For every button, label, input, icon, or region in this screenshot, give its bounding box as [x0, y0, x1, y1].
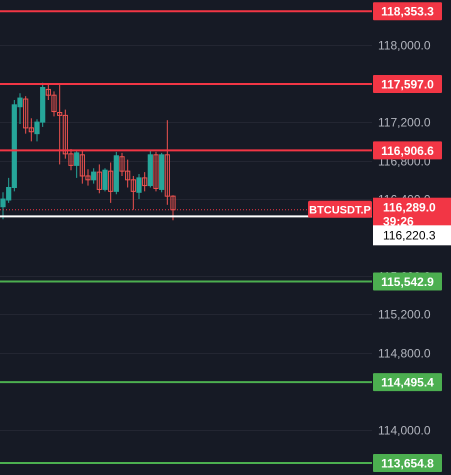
candle-up [34, 121, 40, 135]
price-tick-label: 118,000.0 [378, 39, 431, 53]
candle-up [91, 171, 97, 181]
candle-up [6, 187, 12, 201]
resistance-level-label: 116,906.6 [381, 144, 434, 158]
candle-up [136, 177, 142, 193]
candle-up [74, 152, 80, 166]
candle-down [153, 154, 159, 189]
candle-up [147, 154, 153, 187]
support-level-badge [373, 272, 442, 291]
last-price-badge [373, 197, 451, 230]
candle-down [45, 88, 51, 96]
price-tick-label: 117,200.0 [378, 116, 431, 130]
price-tick-label: 115,200.0 [378, 308, 431, 322]
candle-up [11, 104, 17, 188]
candle-up [40, 87, 46, 123]
candle-down [79, 154, 85, 177]
symbol-badge [308, 200, 372, 218]
resistance-level-label: 118,353.3 [381, 5, 434, 19]
price-tick-label: 114,000.0 [378, 424, 431, 438]
resistance-level-badge [373, 2, 442, 21]
support-level-label: 113,654.8 [381, 457, 434, 471]
candles [0, 82, 176, 221]
symbol-label: BTCUSDT.P [309, 205, 371, 217]
candle-down [164, 154, 170, 197]
candle-down [85, 175, 91, 181]
candle-down [170, 195, 176, 211]
support-level-badge [373, 454, 442, 472]
candle-down [108, 170, 114, 192]
candle-down [62, 114, 68, 155]
candle-down [125, 170, 131, 181]
candle-down [142, 177, 148, 187]
candle-down [51, 94, 57, 113]
support-level-badge [373, 373, 442, 392]
reference-price-label: 116,220.3 [383, 228, 436, 242]
resistance-level-badge [373, 74, 442, 93]
resistance-level-badge [373, 141, 442, 160]
reference-price-badge [373, 225, 451, 246]
candle-up [17, 97, 23, 108]
candle-up [102, 169, 108, 190]
price-tick-label: 114,800.0 [378, 347, 431, 361]
support-level-label: 114,495.4 [381, 376, 434, 390]
candle-down [96, 171, 102, 190]
horizontal-levels[interactable]: 118,353.3 117,597.0 116,906.6 115,542.9 114,… [0, 2, 442, 472]
grid-lines [0, 45, 372, 431]
candle-down [57, 112, 63, 116]
candle-down [119, 156, 125, 172]
candle-up [0, 198, 6, 208]
candle-down [28, 127, 34, 133]
candle-countdown: 39:26 [383, 215, 414, 229]
candle-up [159, 154, 165, 190]
candle-down [130, 179, 136, 192]
resistance-level-label: 117,597.0 [381, 77, 434, 91]
candle-down [23, 98, 29, 129]
price-axis[interactable]: 118,000.0117,200.0116,800.0116,400.0115,… [378, 39, 431, 438]
candle-down [68, 153, 74, 166]
support-level-label: 115,542.9 [381, 275, 434, 289]
candle-up [113, 155, 119, 192]
last-price-label: 116,289.0 [383, 201, 436, 215]
